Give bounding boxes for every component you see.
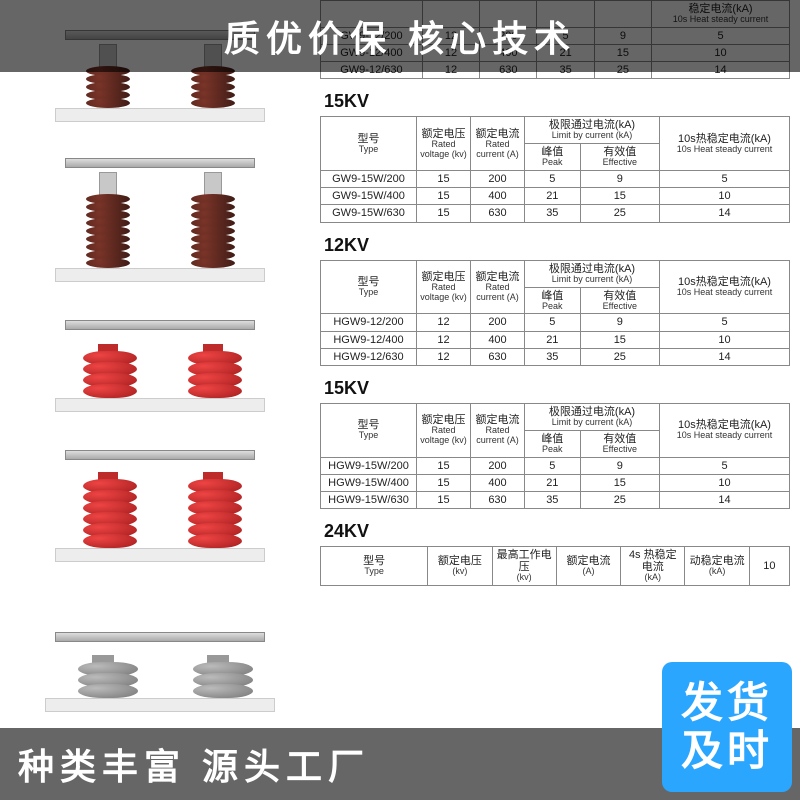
badge-line-2: 及时 [681,727,773,775]
bottom-left-text: 种类丰富 源头工厂 [0,738,370,790]
spec-section-2: 12KV 型号Type 额定电压Rated voltage (kv) 额定电流R… [320,227,800,366]
spec-section-1: 15KV 型号Type 额定电压Rated voltage (kv) 额定电流R… [320,83,800,222]
spec-table-2: 型号Type 额定电压Rated voltage (kv) 额定电流Rated … [320,260,790,366]
spec-table-3: 型号Type 额定电压Rated voltage (kv) 额定电流Rated … [320,403,790,509]
spec-table-4: 型号Type 额定电压(kv) 最高工作电压(kv) 额定电流(A) 4s 热稳… [320,546,790,586]
spec-table-1: 型号Type 额定电压Rated voltage (kv) 额定电流Rated … [320,116,790,222]
spec-section-4: 24KV 型号Type 额定电压(kv) 最高工作电压(kv) 额定电流(A) … [320,513,800,586]
shipping-badge: 发货 及时 [662,662,792,792]
product-image-24kv [0,568,320,718]
section-title-2: 12KV [320,227,800,260]
product-images-column [0,0,320,800]
product-image-hgw9-15 [0,418,320,568]
product-image-gw9-15 [0,128,320,288]
section-title-1: 15KV [320,83,800,116]
product-image-hgw9-12 [0,288,320,418]
top-banner: 质优价保 核心技术 [0,0,800,72]
section-title-3: 15KV [320,370,800,403]
badge-line-1: 发货 [681,679,773,727]
top-banner-text: 质优价保 核心技术 [224,10,576,62]
section-title-4: 24KV [320,513,800,546]
spec-section-3: 15KV 型号Type 额定电压Rated voltage (kv) 额定电流R… [320,370,800,509]
